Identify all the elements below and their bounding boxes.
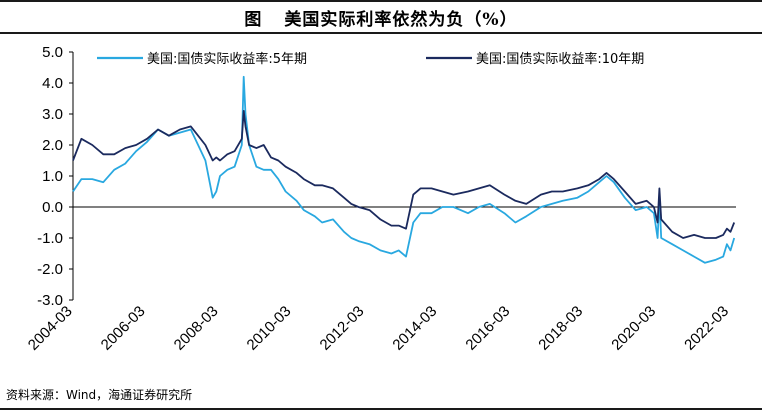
- x-tick-label: 2010-03: [244, 303, 295, 354]
- series-line-5y: [72, 75, 736, 264]
- legend-label-5y: 美国:国债实际收益率:5年期: [147, 51, 307, 67]
- line-chart: 美国:国债实际收益率:5年期 美国:国债实际收益率:10年期 5.0 4.0 3.0 2…: [25, 44, 736, 354]
- title-bar: 图美国实际利率依然为负（%）: [0, 0, 762, 34]
- x-tick-label: 2016-03: [462, 303, 513, 354]
- y-tick-label: 2.0: [42, 137, 63, 154]
- legend: 美国:国债实际收益率:5年期 美国:国债实际收益率:10年期: [97, 51, 644, 67]
- y-tick-label: 5.0: [42, 44, 63, 61]
- y-tick-label: -3.0: [37, 292, 63, 309]
- x-tick-label: 2022-03: [681, 303, 732, 354]
- source-note: 资料来源：Wind，海通证券研究所: [6, 388, 193, 402]
- x-tick-label: 2012-03: [317, 303, 368, 354]
- legend-label-10y: 美国:国债实际收益率:10年期: [476, 51, 644, 67]
- x-tick-label: 2006-03: [98, 303, 149, 354]
- x-tick-label: 2004-03: [25, 303, 76, 354]
- y-tick-label: 4.0: [42, 75, 63, 92]
- y-tick-label: -1.0: [37, 230, 63, 247]
- x-tick-label: 2018-03: [535, 303, 586, 354]
- x-axis: 2004-03 2006-03 2008-03 2010-03 2012-03 2014-…: [25, 206, 736, 354]
- x-tick-label: 2020-03: [608, 303, 659, 354]
- x-tick-label: 2008-03: [171, 303, 222, 354]
- plot-area: [72, 75, 736, 264]
- figure-title: 美国实际利率依然为负（%）: [284, 9, 518, 30]
- y-tick-label: 3.0: [42, 106, 63, 123]
- y-tick-label: 1.0: [42, 168, 63, 185]
- y-tick-label: -2.0: [37, 261, 63, 278]
- figure-label: 图: [244, 9, 263, 30]
- y-tick-label: 0.0: [42, 199, 63, 216]
- y-axis: 5.0 4.0 3.0 2.0 1.0 0.0 -1.0 -2.0 -3.0: [37, 44, 74, 309]
- chart-title: 图美国实际利率依然为负（%）: [244, 5, 517, 30]
- bottom-rule: [0, 408, 762, 410]
- x-tick-label: 2014-03: [389, 303, 440, 354]
- series-line-10y: [72, 110, 736, 239]
